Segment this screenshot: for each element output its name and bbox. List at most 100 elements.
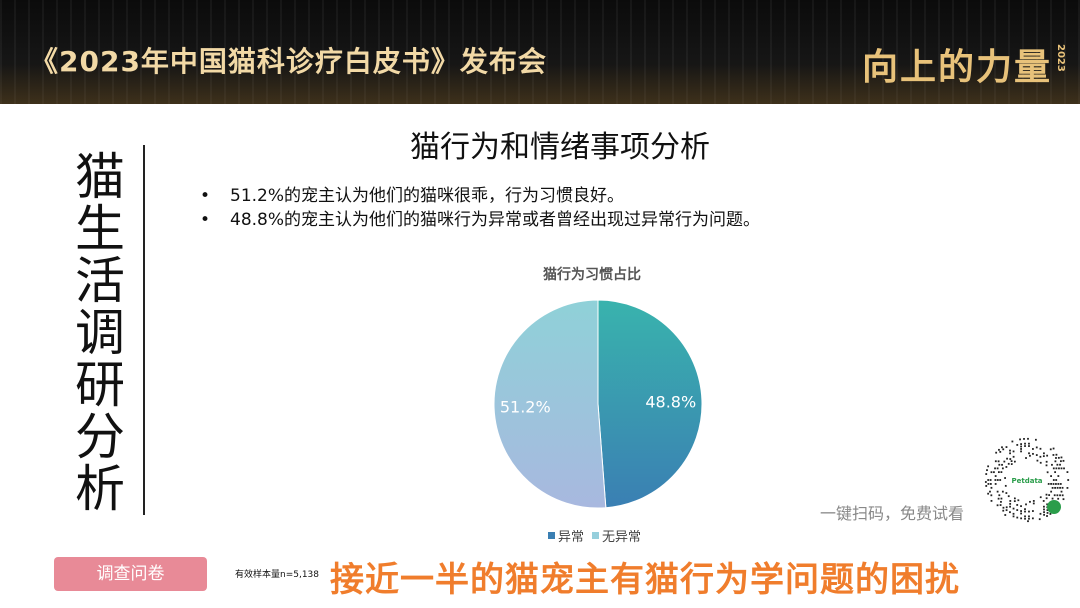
qr-module bbox=[1042, 500, 1045, 502]
qr-module bbox=[1003, 460, 1006, 463]
qr-module bbox=[1060, 490, 1063, 493]
qr-module bbox=[1013, 460, 1016, 463]
qr-module bbox=[1001, 446, 1003, 449]
qr-module bbox=[1060, 467, 1063, 470]
qr-module bbox=[1058, 467, 1060, 470]
conclusion-headline: 接近一半的猫宠主有猫行为学问题的困扰 bbox=[330, 560, 960, 600]
finding-item: 51.2%的宠主认为他们的猫咪很乖，行为习惯良好。 bbox=[200, 184, 760, 208]
qr-module bbox=[1012, 515, 1015, 518]
qr-module bbox=[1012, 455, 1015, 458]
qr-module bbox=[1043, 508, 1045, 511]
qr-module bbox=[1039, 455, 1042, 458]
qr-module bbox=[1028, 442, 1030, 445]
qr-module bbox=[1056, 494, 1059, 497]
qr-module bbox=[1052, 454, 1055, 456]
qr-module bbox=[1045, 464, 1048, 467]
qr-module bbox=[1019, 438, 1021, 441]
legend-swatch bbox=[592, 532, 600, 539]
finding-item: 48.8%的宠主认为他们的猫咪行为异常或者曾经出现过异常行为问题。 bbox=[200, 208, 760, 232]
qr-module bbox=[1048, 494, 1051, 496]
qr-module bbox=[997, 471, 1000, 474]
qr-module bbox=[1028, 452, 1030, 455]
qr-module bbox=[1046, 471, 1049, 474]
qr-module bbox=[1005, 506, 1008, 509]
qr-module bbox=[998, 448, 1000, 451]
qr-module bbox=[1039, 512, 1042, 515]
qr-module bbox=[989, 483, 992, 485]
qr-module bbox=[1024, 515, 1026, 518]
qr-module bbox=[1060, 456, 1063, 459]
pie-chart: 48.8% 51.2% bbox=[493, 299, 703, 509]
banner-title: 《2023年中国猫科诊疗白皮书》发布会 bbox=[30, 45, 547, 78]
qr-module bbox=[1054, 471, 1057, 474]
qr-module bbox=[1016, 509, 1019, 511]
qr-module bbox=[1051, 463, 1053, 466]
qr-module bbox=[1012, 512, 1015, 515]
legend-swatch bbox=[548, 532, 555, 539]
qr-module bbox=[1020, 445, 1022, 448]
qr-module bbox=[998, 463, 1001, 466]
qr-module bbox=[994, 483, 997, 485]
qr-module bbox=[1005, 509, 1008, 512]
qr-module bbox=[1020, 512, 1022, 515]
qr-module bbox=[1043, 511, 1045, 514]
qr-module bbox=[995, 451, 998, 454]
qr-module bbox=[1057, 475, 1060, 477]
qr-module bbox=[1038, 518, 1041, 521]
qr-module bbox=[1039, 447, 1042, 450]
findings-list: 51.2%的宠主认为他们的猫咪很乖，行为习惯良好。 48.8%的宠主认为他们的猫… bbox=[200, 184, 760, 232]
qr-module bbox=[990, 471, 993, 474]
qr-module bbox=[1024, 517, 1026, 520]
qr-module bbox=[1062, 459, 1065, 462]
qr-module bbox=[1028, 445, 1030, 447]
qr-module bbox=[1027, 520, 1029, 523]
qr-module bbox=[1016, 444, 1019, 446]
qr-module bbox=[993, 471, 995, 474]
survey-button[interactable]: 调查问卷 bbox=[54, 557, 207, 591]
qr-module bbox=[1010, 460, 1013, 462]
qr-module bbox=[1043, 505, 1045, 508]
qr-module bbox=[1050, 490, 1053, 493]
qr-module bbox=[1057, 497, 1060, 500]
qr-center bbox=[1006, 459, 1048, 501]
legend-label: 无异常 bbox=[602, 530, 642, 545]
legend-item-normal: 无异常 bbox=[592, 526, 641, 545]
qr-module bbox=[1002, 448, 1005, 451]
qr-module bbox=[1036, 459, 1039, 462]
qr-module bbox=[1046, 512, 1049, 514]
qr-module bbox=[1057, 483, 1060, 485]
qr-module bbox=[987, 492, 990, 495]
qr-module bbox=[1054, 460, 1057, 463]
qr-module bbox=[1006, 457, 1008, 460]
qr-module bbox=[1043, 452, 1045, 455]
scan-hint: 一键扫码，免费试看 bbox=[820, 504, 965, 523]
qr-module bbox=[1032, 510, 1034, 512]
qr-module bbox=[1012, 507, 1015, 510]
qr-module bbox=[984, 481, 987, 483]
qr-module bbox=[1001, 490, 1004, 493]
chart-title: 猫行为习惯占比 bbox=[543, 267, 641, 283]
qr-module bbox=[1053, 494, 1056, 497]
qr-code[interactable]: Petdata bbox=[984, 437, 1070, 523]
qr-module bbox=[1002, 509, 1005, 512]
qr-module bbox=[1005, 446, 1008, 448]
qr-module bbox=[1067, 479, 1070, 481]
qr-module bbox=[1043, 513, 1045, 516]
qr-module bbox=[994, 475, 997, 477]
legend-label: 异常 bbox=[558, 530, 585, 545]
qr-module bbox=[994, 467, 996, 470]
qr-module bbox=[1061, 494, 1064, 497]
qr-module bbox=[1046, 509, 1049, 512]
qr-module bbox=[1066, 471, 1069, 473]
qr-module bbox=[998, 494, 1001, 497]
qr-module bbox=[1059, 486, 1061, 489]
chart-legend: 异常 无异常 bbox=[548, 526, 641, 545]
qr-module bbox=[1024, 445, 1026, 447]
qr-module bbox=[1010, 463, 1013, 465]
event-logo-year: 2023 bbox=[1055, 44, 1066, 72]
qr-module bbox=[1028, 517, 1030, 520]
qr-module bbox=[1029, 500, 1031, 503]
qr-module bbox=[1009, 502, 1012, 505]
qr-module bbox=[1056, 486, 1059, 489]
qr-module bbox=[1009, 511, 1011, 514]
